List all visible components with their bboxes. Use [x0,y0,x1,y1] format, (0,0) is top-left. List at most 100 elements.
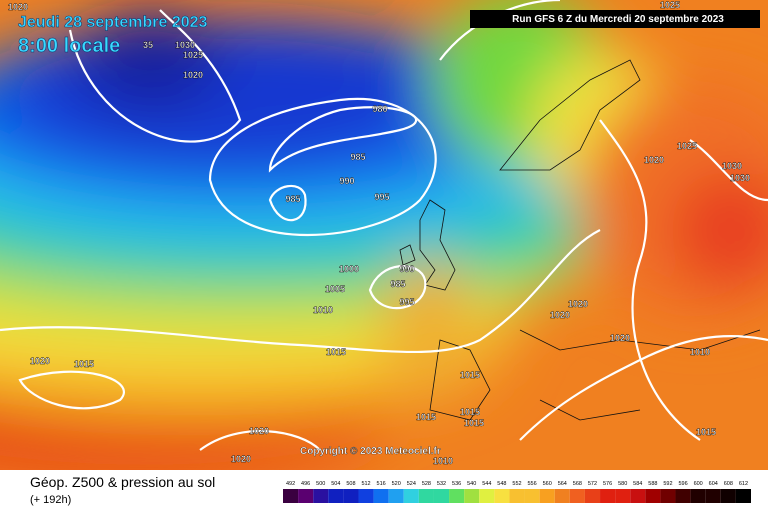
isobar-label: 985 [390,279,405,289]
isobar-label: 1025 [660,0,680,10]
scale-cell [705,489,721,503]
isobar-label: 1015 [460,407,480,417]
scale-cell [675,489,691,503]
scale-cell [584,489,601,503]
scale-cell [479,489,495,503]
scale-label: 608 [724,481,733,487]
isobar-label: 1000 [339,264,359,274]
isobar-label: 1005 [325,284,345,294]
isobar-label: 1015 [326,347,346,357]
scale-cell [645,489,661,503]
copyright: Copyright © 2023 Meteociel.fr [300,446,441,457]
isobar-label: 35 [143,40,153,50]
scale-cell [418,489,434,503]
scale-label: 536 [452,481,461,487]
isobar-label: 1020 [568,299,588,309]
scale-cell [615,489,631,503]
legend-subtitle: (+ 192h) [30,494,71,506]
scale-cell [298,489,314,503]
isobar-label: 990 [399,264,414,274]
scale-label: 492 [286,481,295,487]
isobar-label: 1020 [550,310,570,320]
scale-label: 576 [603,481,612,487]
scale-cell [464,489,480,503]
scale-label: 592 [663,481,672,487]
scale-label: 548 [497,481,506,487]
scale-cell [449,489,465,503]
scale-label: 524 [407,481,416,487]
isobar-label: 1020 [249,426,269,436]
scale-label: 544 [482,481,491,487]
isobar-label: 1020 [8,2,28,12]
scale-cell [313,489,329,503]
isobar-label: 1030 [722,161,742,171]
scale-cell [569,489,585,503]
isobar-label: 1020 [30,356,50,366]
scale-cell [735,489,751,503]
scale-cell [539,489,555,503]
isobar-label: 1025 [677,141,697,151]
isobar-label: 1015 [696,427,716,437]
isobar-label: 995 [374,192,389,202]
scale-cell [388,489,404,503]
scale-cell [343,489,359,503]
run-info: Run GFS 6 Z du Mercredi 20 septembre 202… [512,14,724,25]
isobar-label: 1015 [464,418,484,428]
scale-label: 512 [361,481,370,487]
forecast-time: 8:00 locale [18,35,120,57]
isobar-label: 990 [339,176,354,186]
isobar-label: 1020 [610,333,630,343]
isobar-label: 1030 [175,40,195,50]
scale-cell [403,489,419,503]
scale-label: 600 [694,481,703,487]
scale-cell [630,489,646,503]
isobar-label: 1020 [231,454,251,464]
scale-label: 496 [301,481,310,487]
scale-cell [720,489,736,503]
scale-label: 552 [512,481,521,487]
forecast-date: Jeudi 28 septembre 2023 [18,14,208,31]
isobar-label: 1010 [313,305,333,315]
isobar-label: 985 [285,194,300,204]
isobar-label: 1010 [690,347,710,357]
scale-label: 500 [316,481,325,487]
isobar-label: 980 [372,104,387,114]
scale-cell [690,489,706,503]
scale-label: 560 [543,481,552,487]
scale-cell [600,489,616,503]
isobar-label: 985 [350,152,365,162]
scale-label: 556 [528,481,537,487]
scale-label: 596 [678,481,687,487]
scale-label: 540 [467,481,476,487]
isobar-label: 1015 [416,412,436,422]
scale-label: 604 [709,481,718,487]
isobar-label: 1015 [460,370,480,380]
scale-label: 584 [633,481,642,487]
scale-label: 508 [346,481,355,487]
isobar-label: 1025 [183,50,203,60]
scale-label: 568 [573,481,582,487]
isobar-label: 1030 [730,173,750,183]
scale-label: 532 [437,481,446,487]
scale-cell [524,489,540,503]
isobar-label: 1015 [74,359,94,369]
scale-label: 588 [648,481,657,487]
scale-cell [328,489,344,503]
isobar-label: 995 [399,297,414,307]
isobar-label: 1020 [183,70,203,80]
scale-label: 504 [331,481,340,487]
legend-title: Géop. Z500 & pression au sol [30,474,215,490]
scale-label: 612 [739,481,748,487]
scale-cell [509,489,525,503]
isobar-label: 1010 [433,456,453,466]
scale-cell [373,489,389,503]
scale-cell [554,489,570,503]
scale-cell [433,489,450,503]
scale-label: 580 [618,481,627,487]
scale-label: 516 [377,481,386,487]
scale-cell [494,489,510,503]
scale-label: 564 [558,481,567,487]
scale-label: 528 [422,481,431,487]
scale-label: 520 [392,481,401,487]
